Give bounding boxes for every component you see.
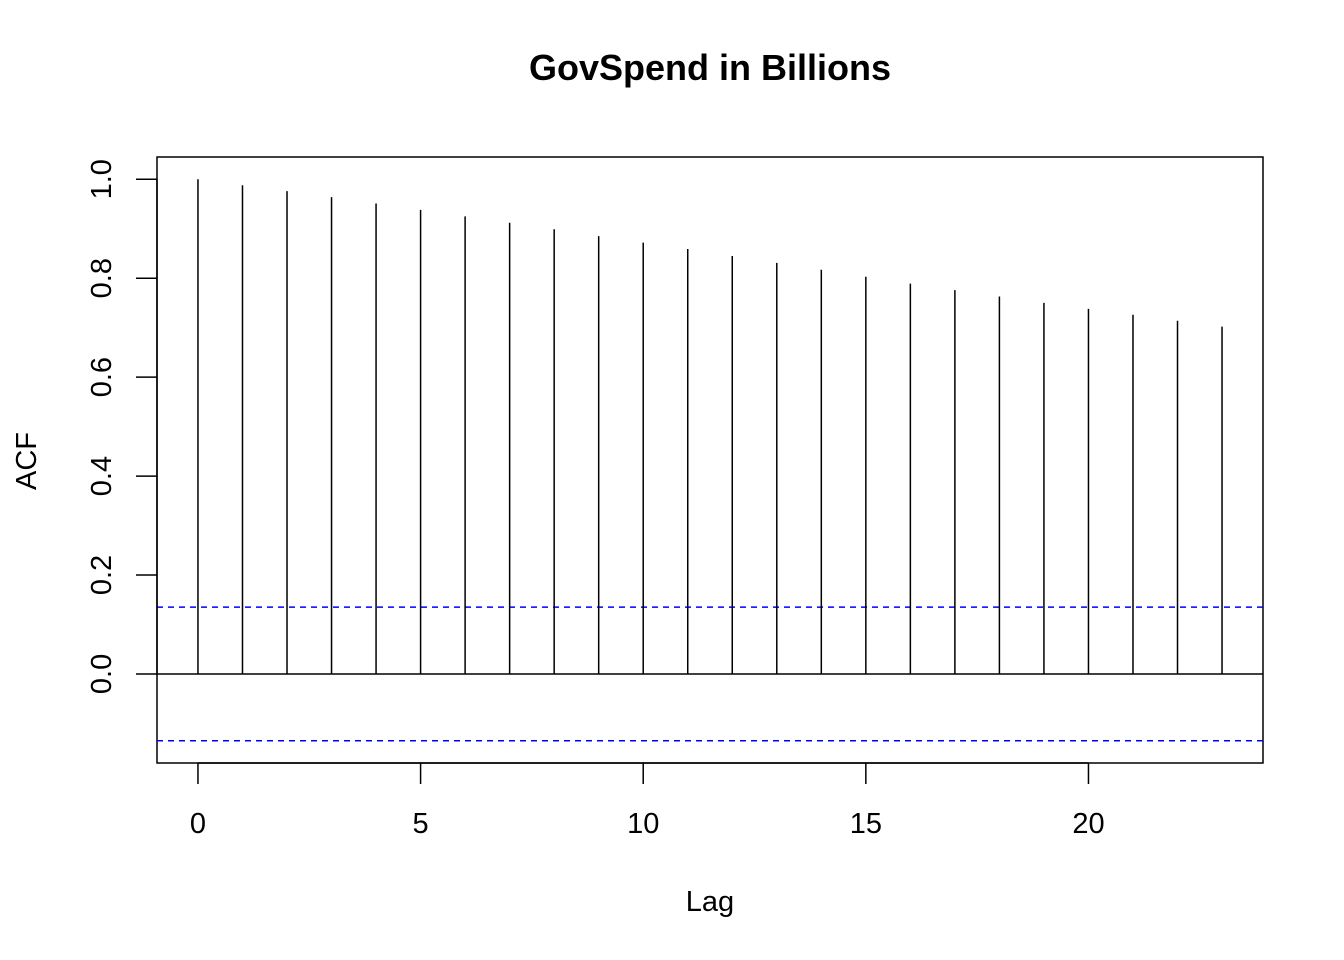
y-tick-label-1: 0.2 — [86, 555, 118, 595]
chart-title: GovSpend in Billions — [529, 47, 891, 88]
y-tick-label-2: 0.4 — [86, 456, 118, 496]
x-tick-label-20: 20 — [1072, 808, 1104, 840]
x-tick-label-5: 5 — [413, 808, 429, 840]
x-axis-label: Lag — [686, 886, 734, 918]
x-tick-label-0: 0 — [190, 808, 206, 840]
marks-layer: 0 5 10 15 20 0.0 0.2 0.4 0.6 0.8 1.0 — [86, 159, 1263, 840]
y-tick-label-5: 1.0 — [86, 159, 118, 199]
y-tick-label-3: 0.6 — [86, 357, 118, 397]
y-tick-label-0: 0.0 — [86, 654, 118, 694]
y-tick-label-4: 0.8 — [86, 258, 118, 298]
x-tick-label-15: 15 — [850, 808, 882, 840]
y-axis-label: ACF — [11, 432, 43, 490]
x-tick-label-10: 10 — [627, 808, 659, 840]
plot-frame — [156, 156, 1264, 764]
